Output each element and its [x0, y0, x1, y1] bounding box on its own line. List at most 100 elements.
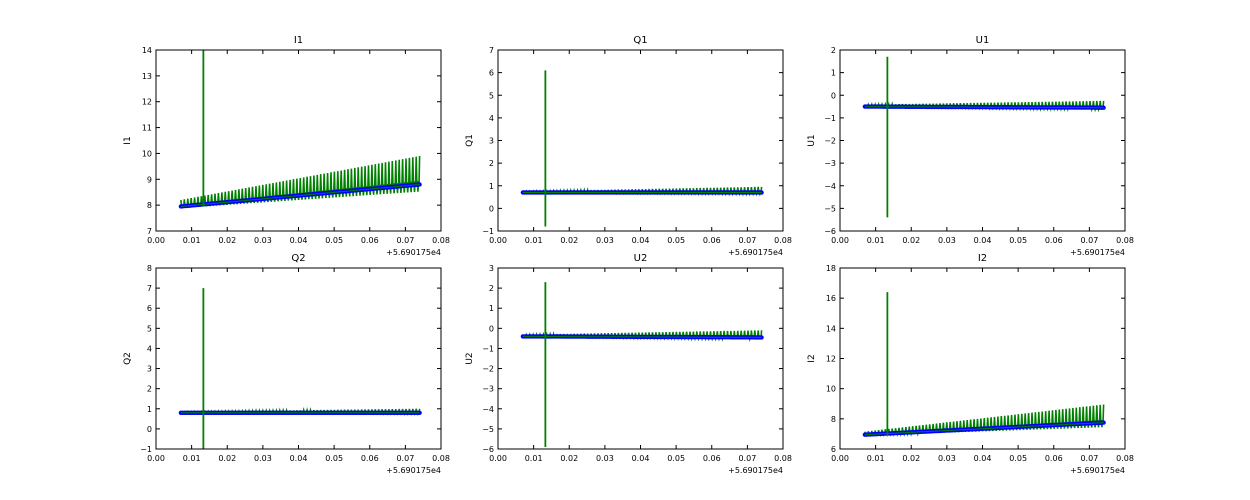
x-tick-label: 0.08 [774, 454, 792, 463]
x-tick-label: 0.04 [290, 236, 308, 245]
y-tick-label: 1 [831, 69, 836, 78]
x-tick-label: 0.02 [560, 454, 578, 463]
y-tick-label: −1 [824, 114, 836, 123]
y-tick-label: −5 [824, 204, 836, 213]
plot-area [520, 282, 764, 447]
series-green-baseline [522, 335, 762, 338]
y-tick-label: −4 [824, 182, 836, 191]
x-tick-label: 0.00 [147, 454, 165, 463]
y-tick-label: 8 [147, 201, 152, 210]
data-point [1101, 105, 1106, 110]
x-tick-label: 0.06 [361, 236, 379, 245]
axes-frame [497, 49, 784, 232]
axes-frame [497, 267, 784, 450]
x-tick-label: 0.01 [867, 236, 885, 245]
y-tick-label: 11 [142, 124, 152, 133]
y-tick-label: 1 [489, 304, 494, 313]
y-tick-label: 10 [142, 149, 152, 158]
x-tick-label: 0.05 [1009, 454, 1027, 463]
y-tick-label: 4 [489, 114, 494, 123]
y-tick-label: −6 [824, 227, 836, 236]
axes-frame [839, 49, 1126, 232]
x-offset-label: +5.690175e4 [1070, 466, 1125, 475]
subplot-q2: 0.00 0.01 0.02 0.03 0.04 0.05 0.06 0.07 0.08 −1 0 1… [123, 253, 450, 475]
y-axis-label: Q1 [465, 134, 475, 147]
x-tick-label: 0.08 [1116, 236, 1134, 245]
x-tick-label: 0.02 [902, 236, 920, 245]
y-tick-label: 4 [147, 344, 152, 353]
y-tick-label: 13 [142, 72, 152, 81]
y-axis-label: U2 [465, 352, 475, 364]
y-tick-label: 0 [489, 324, 494, 333]
x-tick-label: 0.03 [254, 236, 272, 245]
y-tick-label: 5 [489, 91, 494, 100]
subplot-u1: 0.00 0.01 0.02 0.03 0.04 0.05 0.06 0.07 0.08 −6 −5… [807, 35, 1134, 257]
y-tick-label: 9 [147, 175, 152, 184]
x-tick-label: 0.04 [290, 454, 308, 463]
y-tick-label: 0 [489, 204, 494, 213]
plot-area [178, 288, 422, 449]
y-tick-label: 0 [147, 425, 152, 434]
x-tick-label: 0.05 [1009, 236, 1027, 245]
x-tick-label: 0.07 [396, 454, 414, 463]
y-tick-label: 5 [147, 324, 152, 333]
x-offset-label: +5.690175e4 [386, 466, 441, 475]
y-tick-label: 0 [831, 91, 836, 100]
x-tick-label: 0.08 [774, 236, 792, 245]
data-point [1101, 420, 1106, 425]
x-tick-label: 0.03 [596, 236, 614, 245]
x-tick-label: 0.08 [432, 236, 450, 245]
y-tick-label: −1 [482, 344, 494, 353]
y-axis-label: I1 [123, 136, 133, 144]
x-tick-label: 0.01 [867, 454, 885, 463]
y-tick-label: 8 [147, 264, 152, 273]
subplot-title: Q2 [291, 253, 305, 264]
x-tick-label: 0.08 [432, 454, 450, 463]
x-tick-label: 0.03 [254, 454, 272, 463]
x-tick-label: 0.01 [183, 454, 201, 463]
x-tick-label: 0.00 [489, 454, 507, 463]
axes-frame [155, 267, 442, 450]
x-tick-label: 0.00 [489, 236, 507, 245]
x-tick-label: 0.04 [974, 454, 992, 463]
y-tick-label: 8 [831, 415, 836, 424]
series-green-line [180, 155, 421, 209]
y-tick-label: −5 [482, 425, 494, 434]
x-tick-label: 0.03 [596, 454, 614, 463]
y-tick-label: 1 [489, 182, 494, 191]
y-tick-label: −6 [482, 445, 494, 454]
subplot-title: U2 [634, 253, 648, 264]
y-axis-label: Q2 [123, 352, 133, 365]
x-tick-label: 0.07 [738, 236, 756, 245]
x-offset-label: +5.690175e4 [1070, 248, 1125, 257]
series-green-baseline [180, 184, 420, 207]
x-tick-label: 0.05 [325, 236, 343, 245]
y-axis-label: U1 [807, 134, 817, 146]
y-tick-label: 6 [831, 445, 836, 454]
y-tick-label: 7 [489, 46, 494, 55]
y-tick-label: −3 [482, 385, 494, 394]
x-tick-label: 0.06 [1045, 454, 1063, 463]
y-tick-label: −4 [482, 405, 494, 414]
y-tick-label: −3 [824, 159, 836, 168]
x-tick-label: 0.08 [1116, 454, 1134, 463]
y-axis-label: I2 [807, 354, 817, 362]
subplot-i1: 0.00 0.01 0.02 0.03 0.04 0.05 0.06 0.07 0.08 7 8 9 1… [123, 35, 450, 257]
y-tick-label: 3 [489, 264, 494, 273]
y-tick-label: 6 [489, 69, 494, 78]
y-tick-label: −2 [482, 365, 494, 374]
y-tick-label: 7 [147, 227, 152, 236]
y-tick-label: 1 [147, 405, 152, 414]
series-green-baseline [864, 422, 1104, 436]
plot-area [862, 292, 1106, 438]
y-tick-label: 6 [147, 304, 152, 313]
y-tick-label: 12 [826, 355, 836, 364]
x-tick-label: 0.01 [183, 236, 201, 245]
y-tick-label: 2 [831, 46, 836, 55]
x-tick-label: 0.03 [938, 236, 956, 245]
y-tick-label: 7 [147, 284, 152, 293]
x-tick-label: 0.02 [560, 236, 578, 245]
x-tick-label: 0.06 [703, 454, 721, 463]
x-tick-label: 0.06 [1045, 236, 1063, 245]
